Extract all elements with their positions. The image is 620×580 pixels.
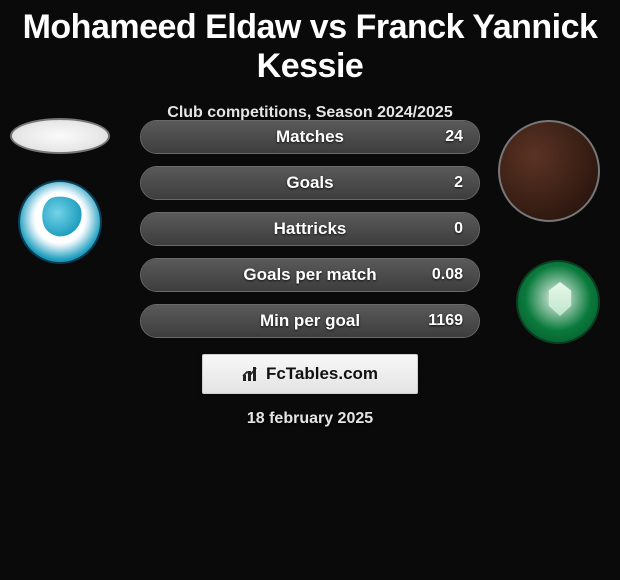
stat-value-right: 0.08 [432, 259, 463, 291]
stat-value-right: 0 [454, 213, 463, 245]
player-left-avatar-placeholder [10, 118, 110, 154]
chart-icon [242, 366, 260, 382]
stat-value-right: 2 [454, 167, 463, 199]
stat-label: Goals [141, 167, 479, 199]
page-title: Mohameed Eldaw vs Franck Yannick Kessie [0, 0, 620, 86]
stat-row: Hattricks 0 [140, 212, 480, 246]
generated-date: 18 february 2025 [0, 410, 620, 428]
stat-value-right: 1169 [428, 305, 463, 337]
club-right-badge [516, 260, 600, 344]
stat-row: Matches 24 [140, 120, 480, 154]
watermark-text: FcTables.com [266, 364, 378, 384]
stat-value-right: 24 [445, 121, 463, 153]
player-right-avatar [498, 120, 600, 222]
club-left-badge [18, 180, 102, 264]
stat-label: Goals per match [141, 259, 479, 291]
source-watermark: FcTables.com [202, 354, 418, 394]
comparison-card: Mohameed Eldaw vs Franck Yannick Kessie … [0, 0, 620, 580]
stat-label: Hattricks [141, 213, 479, 245]
stat-row: Min per goal 1169 [140, 304, 480, 338]
stat-row: Goals per match 0.08 [140, 258, 480, 292]
stat-label: Matches [141, 121, 479, 153]
stat-row: Goals 2 [140, 166, 480, 200]
stat-rows: Matches 24 Goals 2 Hattricks 0 Goals per… [140, 120, 480, 350]
